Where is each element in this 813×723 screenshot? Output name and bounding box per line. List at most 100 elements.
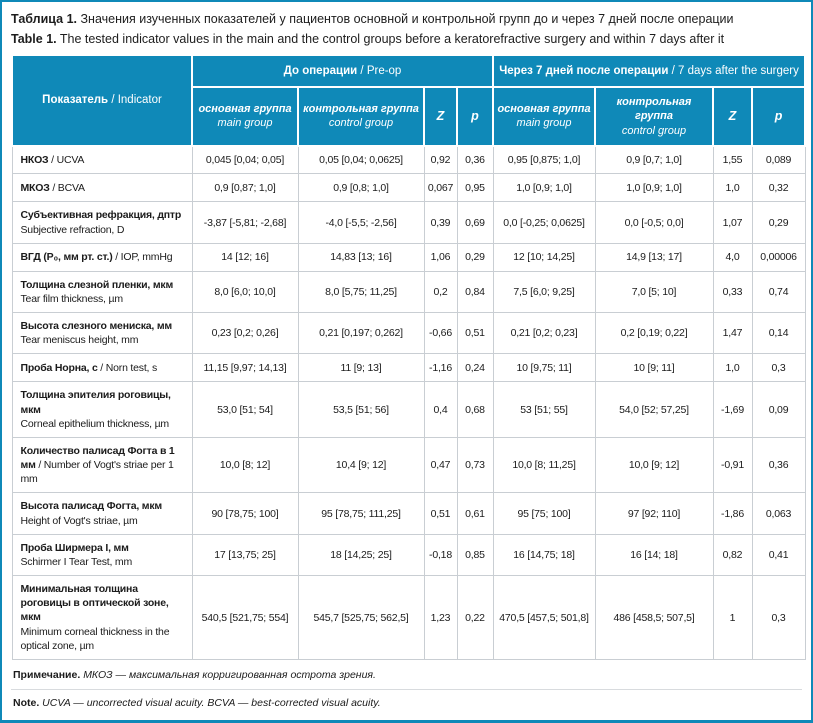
table-row: НКОЗ / UCVA 0,045 [0,04; 0,05] 0,05 [0,04;…	[11, 145, 806, 175]
row-indicator-label: ВГД (P₀, мм рт. ст.) / IOP, mmHg	[11, 242, 193, 272]
value-cell-preop-p: 0,24	[456, 353, 494, 383]
value-cell-postop-main: 53 [51; 55]	[492, 381, 596, 438]
row-indicator-label: НКОЗ / UCVA	[11, 145, 193, 175]
table-row: Проба Норна, с / Norn test, s 11,15 [9,97…	[11, 353, 806, 383]
value-cell-preop-control: 53,5 [51; 56]	[297, 381, 425, 438]
value-cell-postop-control: 10,0 [9; 12]	[594, 436, 714, 494]
row-indicator-label: Субъективная рефракция, дптр Subjective r…	[11, 201, 193, 244]
value-cell-preop-p: 0,84	[456, 270, 494, 314]
column-header-preop-z: Z	[423, 86, 458, 147]
value-cell-preop-p: 0,61	[456, 492, 494, 535]
value-cell-preop-control: -4,0 [-5,5; -2,56]	[297, 201, 425, 244]
value-cell-postop-z: 1,0	[712, 173, 753, 203]
row-indicator-label: МКОЗ / BCVA	[11, 173, 193, 203]
value-cell-postop-control: 14,9 [13; 17]	[594, 242, 714, 272]
header-group-row: Показатель / Indicator До операции / Pre…	[11, 54, 807, 147]
value-cell-preop-main: 0,9 [0,87; 1,0]	[191, 173, 299, 203]
value-cell-postop-control: 0,2 [0,19; 0,22]	[594, 312, 714, 355]
value-cell-postop-p: 0,36	[751, 436, 806, 494]
value-cell-postop-main: 7,5 [6,0; 9,25]	[492, 270, 596, 314]
value-cell-preop-main: 10,0 [8; 12]	[191, 436, 299, 494]
value-cell-preop-control: 10,4 [9; 12]	[297, 436, 425, 494]
column-header-indicator: Показатель / Indicator	[11, 54, 193, 147]
value-cell-preop-z: 0,2	[423, 270, 458, 314]
row-indicator-label: Минимальная толщина роговицы в оптическо…	[11, 575, 193, 660]
value-cell-postop-control: 54,0 [52; 57,25]	[594, 381, 714, 438]
note-ru: Примечание. МКОЗ — максимальная корригир…	[13, 669, 376, 681]
value-cell-preop-z: 0,51	[423, 492, 458, 535]
value-cell-postop-control: 486 [458,5; 507,5]	[594, 575, 714, 660]
value-cell-postop-p: 0,089	[751, 145, 806, 175]
table-row: ВГД (P₀, мм рт. ст.) / IOP, mmHg 14 [12; …	[11, 242, 806, 272]
value-cell-postop-control: 0,0 [-0,5; 0,0]	[594, 201, 714, 244]
value-cell-postop-main: 470,5 [457,5; 501,8]	[492, 575, 596, 660]
table-title-ru: Таблица 1. Значения изученных показателе…	[11, 12, 734, 26]
value-cell-preop-z: 0,067	[423, 173, 458, 203]
value-cell-postop-main: 0,95 [0,875; 1,0]	[492, 145, 596, 175]
value-cell-preop-z: -1,16	[423, 353, 458, 383]
column-header-preop-main-group: основная группа main group	[191, 86, 299, 147]
value-cell-postop-z: 1,55	[712, 145, 753, 175]
value-cell-preop-z: 0,92	[423, 145, 458, 175]
value-cell-postop-control: 7,0 [5; 10]	[594, 270, 714, 314]
table-row: Толщина эпителия роговицы, мкм Corneal ep…	[11, 381, 806, 438]
row-indicator-label: Количество палисад Фогта в 1 мм / Number…	[11, 436, 193, 494]
value-cell-preop-main: 53,0 [51; 54]	[191, 381, 299, 438]
value-cell-postop-p: 0,09	[751, 381, 806, 438]
row-indicator-label: Высота слезного мениска, мм Tear meniscus…	[11, 312, 193, 355]
value-cell-preop-z: 0,47	[423, 436, 458, 494]
value-cell-preop-p: 0,68	[456, 381, 494, 438]
value-cell-postop-z: 1,47	[712, 312, 753, 355]
value-cell-preop-main: 8,0 [6,0; 10,0]	[191, 270, 299, 314]
value-cell-postop-control: 10 [9; 11]	[594, 353, 714, 383]
value-cell-postop-p: 0,3	[751, 575, 806, 660]
table-row: Высота слезного мениска, мм Tear meniscus…	[11, 312, 806, 355]
value-cell-postop-control: 16 [14; 18]	[594, 533, 714, 577]
column-group-preop: До операции / Pre-op	[191, 54, 494, 88]
row-indicator-label: Проба Ширмера I, мм Schirmer I Tear Test,…	[11, 533, 193, 577]
value-cell-postop-p: 0,00006	[751, 242, 806, 272]
value-cell-postop-control: 1,0 [0,9; 1,0]	[594, 173, 714, 203]
value-cell-postop-main: 0,0 [-0,25; 0,0625]	[492, 201, 596, 244]
column-header-postop-control-group: контрольная группа control group	[594, 86, 714, 147]
value-cell-preop-control: 0,21 [0,197; 0,262]	[297, 312, 425, 355]
value-cell-preop-z: 1,06	[423, 242, 458, 272]
table-row: Субъективная рефракция, дптр Subjective r…	[11, 201, 806, 244]
value-cell-preop-p: 0,95	[456, 173, 494, 203]
value-cell-postop-p: 0,32	[751, 173, 806, 203]
row-indicator-label: Проба Норна, с / Norn test, s	[11, 353, 193, 383]
column-header-postop-z: Z	[712, 86, 753, 147]
value-cell-postop-p: 0,74	[751, 270, 806, 314]
column-header-preop-p: p	[456, 86, 494, 147]
value-cell-postop-p: 0,29	[751, 201, 806, 244]
header-sub-row: основная группа main group контрольная гр…	[12, 86, 807, 147]
note-en: Note. UCVA — uncorrected visual acuity. …	[11, 688, 802, 717]
value-cell-preop-z: 0,39	[423, 201, 458, 244]
value-cell-preop-z: 0,4	[423, 381, 458, 438]
value-cell-preop-p: 0,85	[456, 533, 494, 577]
column-header-preop-control-group: контрольная группа control group	[297, 86, 425, 147]
value-cell-postop-z: -1,69	[712, 381, 753, 438]
value-cell-preop-control: 11 [9; 13]	[297, 353, 425, 383]
value-cell-postop-main: 95 [75; 100]	[492, 492, 596, 535]
table-row: Количество палисад Фогта в 1 мм / Number…	[11, 436, 806, 494]
value-cell-postop-main: 12 [10; 14,25]	[492, 242, 596, 272]
value-cell-preop-p: 0,51	[456, 312, 494, 355]
value-cell-preop-p: 0,29	[456, 242, 494, 272]
value-cell-postop-main: 0,21 [0,2; 0,23]	[492, 312, 596, 355]
value-cell-postop-z: 4,0	[712, 242, 753, 272]
column-header-postop-p: p	[750, 86, 807, 147]
column-header-postop-main-group: основная группа main group	[492, 86, 596, 147]
value-cell-postop-p: 0,3	[751, 353, 806, 383]
value-cell-preop-p: 0,69	[456, 201, 494, 244]
row-indicator-label: Толщина слезной пленки, мкм Tear film thi…	[11, 270, 193, 314]
table-row: Проба Ширмера I, мм Schirmer I Tear Test,…	[11, 533, 806, 577]
value-cell-preop-z: 1,23	[423, 575, 458, 660]
value-cell-postop-p: 0,41	[751, 533, 806, 577]
value-cell-preop-p: 0,36	[456, 145, 494, 175]
value-cell-preop-main: 540,5 [521,75; 554]	[191, 575, 299, 660]
value-cell-preop-z: -0,66	[423, 312, 458, 355]
value-cell-preop-z: -0,18	[423, 533, 458, 577]
value-cell-preop-control: 14,83 [13; 16]	[297, 242, 425, 272]
value-cell-postop-main: 10,0 [8; 11,25]	[492, 436, 596, 494]
